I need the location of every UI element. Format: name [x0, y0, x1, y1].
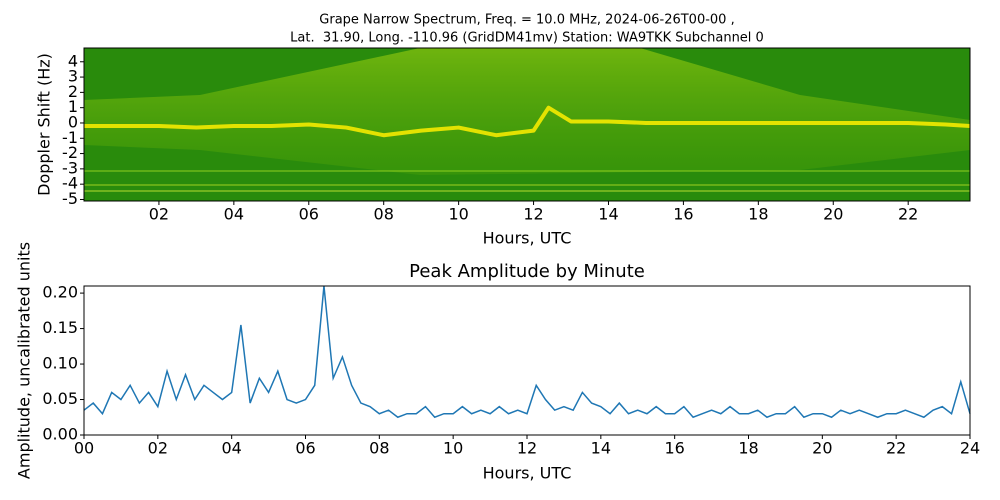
y-axis-label: Doppler Shift (Hz) — [35, 53, 54, 196]
y-tick-label: 1 — [68, 97, 78, 116]
plot-frame — [83, 47, 971, 202]
y-tick-label: 4 — [68, 51, 78, 70]
y-tick-label: -2 — [62, 143, 78, 162]
x-tick-label: 00 — [74, 439, 94, 458]
x-tick-label: 10 — [448, 205, 468, 224]
x-tick-label: 04 — [221, 439, 241, 458]
x-tick-label: 10 — [443, 439, 463, 458]
x-tick-label: 04 — [224, 205, 244, 224]
x-tick-label: 08 — [369, 439, 389, 458]
y-tick-label: 0.05 — [42, 389, 78, 408]
x-tick-label: 22 — [886, 439, 906, 458]
y-tick-label: -3 — [62, 158, 78, 177]
y-tick-label: 0.20 — [42, 283, 78, 302]
x-tick-label: 02 — [148, 439, 168, 458]
x-tick-label: 18 — [748, 205, 768, 224]
x-tick-label: 12 — [517, 439, 537, 458]
chart-title: Peak Amplitude by Minute — [409, 261, 645, 282]
x-tick-label: 06 — [295, 439, 315, 458]
y-tick-label: 0.10 — [42, 354, 78, 373]
x-tick-label: 14 — [598, 205, 618, 224]
x-tick-label: 16 — [664, 439, 684, 458]
x-tick-label: 06 — [299, 205, 319, 224]
chart-subtitle: Lat. 31.90, Long. -110.96 (GridDM41mv) S… — [290, 31, 764, 46]
spectrogram-daylight — [84, 48, 970, 175]
chart-title: Grape Narrow Spectrum, Freq. = 10.0 MHz,… — [319, 13, 734, 28]
x-tick-label: 02 — [149, 205, 169, 224]
y-tick-label: -5 — [62, 189, 78, 208]
amplitude-line — [83, 285, 971, 419]
y-tick-label: -1 — [62, 128, 78, 147]
x-tick-label: 08 — [374, 205, 394, 224]
y-tick-label: 2 — [68, 82, 78, 101]
x-tick-label: 24 — [960, 439, 980, 458]
y-tick-label: 0 — [68, 112, 78, 131]
y-tick-label: -4 — [62, 174, 78, 193]
y-tick-label: 0.00 — [42, 425, 78, 444]
x-tick-label: 12 — [523, 205, 543, 224]
x-tick-label: 18 — [738, 439, 758, 458]
x-tick-label: 20 — [823, 205, 843, 224]
y-tick-label: 3 — [68, 67, 78, 86]
x-tick-label: 16 — [673, 205, 693, 224]
y-tick-label: 0.15 — [42, 318, 78, 337]
x-axis-label: Hours, UTC — [483, 464, 572, 483]
x-tick-label: 14 — [591, 439, 611, 458]
x-tick-label: 20 — [812, 439, 832, 458]
doppler-trace — [84, 105, 971, 138]
y-axis-label: Amplitude, uncalibrated units — [15, 242, 34, 479]
x-axis-label: Hours, UTC — [483, 229, 572, 248]
x-tick-label: 22 — [898, 205, 918, 224]
